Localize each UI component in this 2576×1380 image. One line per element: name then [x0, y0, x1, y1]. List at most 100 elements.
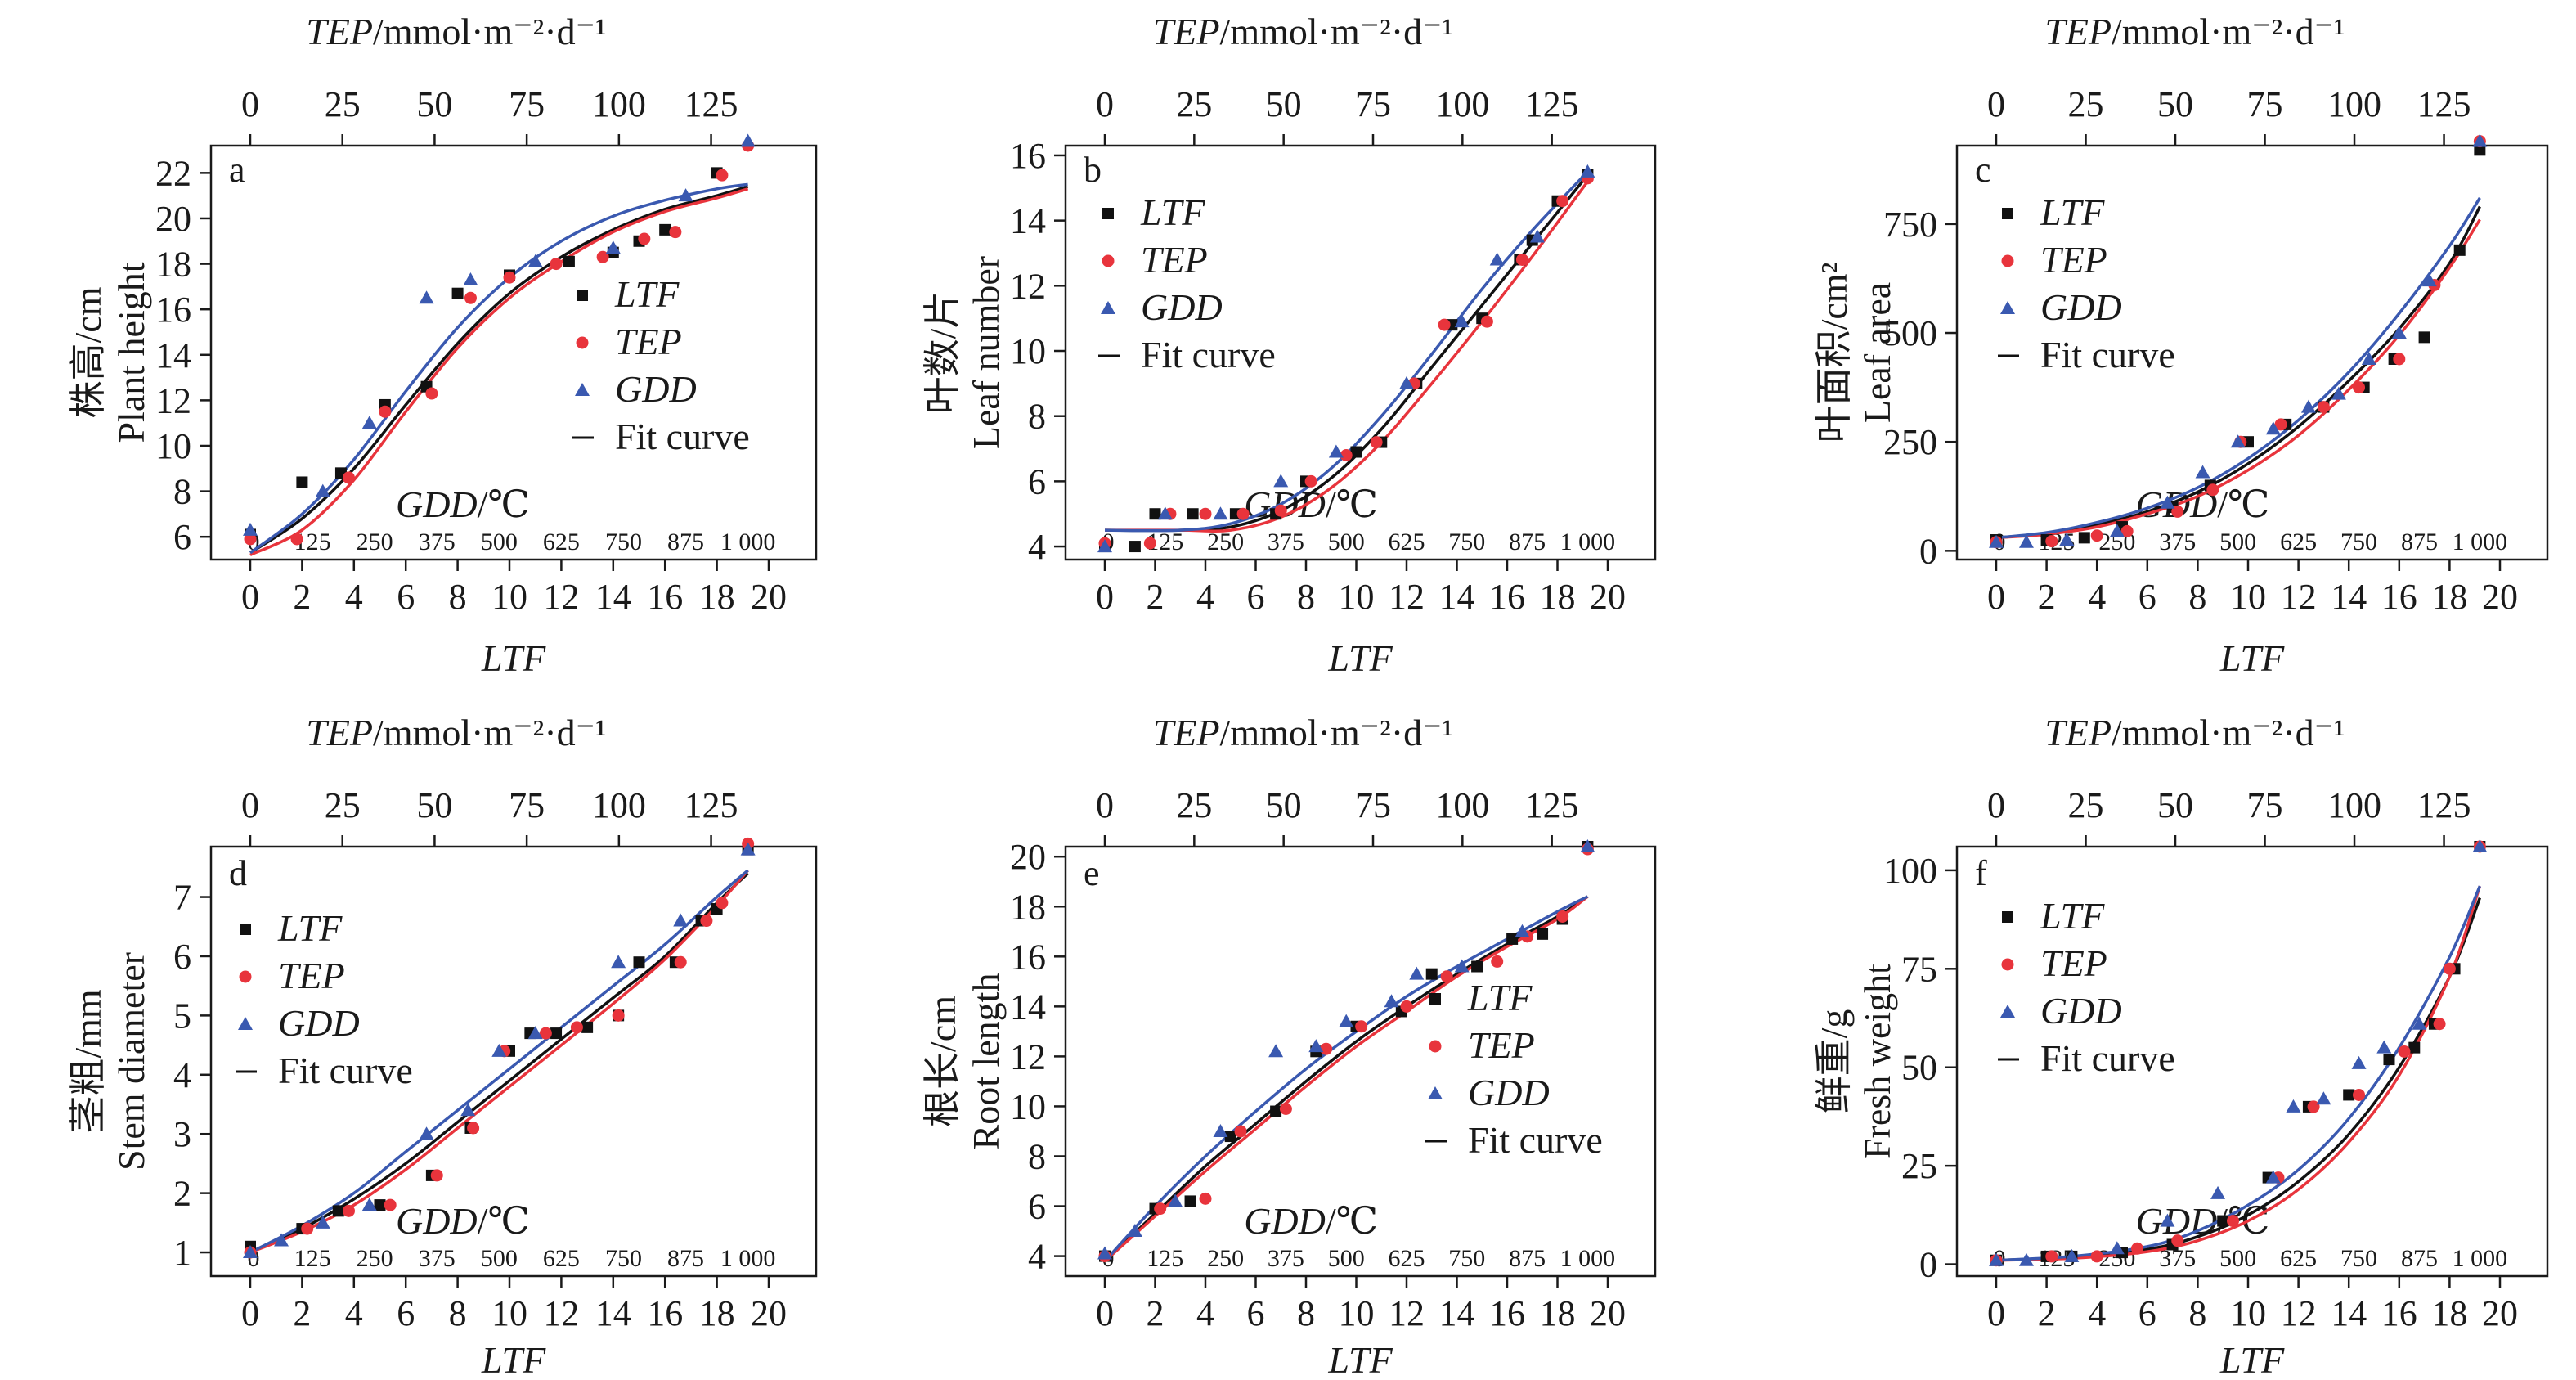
legend-marker-gdd: [238, 1017, 253, 1030]
gdd-tick-label: 625: [543, 1245, 580, 1272]
top-axis-title: TEP/mmol·m⁻²·d⁻¹: [306, 712, 606, 753]
ltf-tick-label: 2: [2038, 1293, 2056, 1333]
fit-curve-gdd: [1995, 196, 2481, 540]
data-point-gdd: [1384, 994, 1399, 1008]
ltf-tick-label: 2: [293, 1293, 311, 1333]
y-tick-label: 12: [155, 380, 191, 420]
data-point-tep: [612, 1009, 625, 1022]
fit-curve-ltf: [1995, 205, 2481, 540]
ltf-tick-label: 8: [449, 1293, 467, 1333]
data-point-ltf: [451, 287, 464, 299]
data-point-ltf: [374, 1199, 386, 1211]
data-point-tep: [1199, 1192, 1212, 1205]
data-point-gdd: [2331, 386, 2346, 400]
data-point-tep: [539, 1027, 552, 1040]
ltf-tick-label: 20: [1590, 577, 1626, 617]
legend-label-tep: TEP: [1141, 239, 1208, 281]
bottom-axis-title: LTF: [1327, 1339, 1393, 1380]
data-point-tep: [2045, 535, 2058, 548]
legend-label-gdd: GDD: [278, 1002, 360, 1044]
data-point-tep: [550, 258, 563, 271]
data-point-ltf: [1350, 446, 1362, 458]
gdd-axis-title: GDD/℃: [396, 483, 530, 525]
data-point-tep: [1154, 1202, 1167, 1216]
data-point-tep: [2227, 1215, 2240, 1228]
tep-tick-label: 100: [592, 785, 646, 825]
y-tick-label: 4: [1028, 1237, 1046, 1277]
data-point-tep: [674, 955, 687, 969]
ltf-tick-label: 14: [2331, 577, 2367, 617]
data-point-ltf: [2474, 144, 2486, 156]
legend-label-fit: Fit curve: [278, 1050, 413, 1091]
tep-tick-label: 75: [1355, 84, 1391, 124]
data-point-tep: [2090, 529, 2103, 542]
tep-tick-label: 75: [509, 785, 545, 825]
gdd-tick-label: 875: [2401, 528, 2438, 555]
y-tick-label: 10: [1010, 1086, 1046, 1126]
ltf-tick-label: 2: [1147, 1293, 1165, 1333]
tep-tick-label: 50: [2157, 785, 2193, 825]
data-point-gdd: [2300, 399, 2316, 413]
data-point-tep: [1279, 1102, 1292, 1115]
ltf-tick-label: 12: [2281, 1293, 2317, 1333]
tep-tick-label: 125: [2417, 84, 2471, 124]
data-point-gdd: [2109, 524, 2125, 537]
ltf-tick-label: 14: [595, 1293, 631, 1333]
data-point-ltf: [1270, 1105, 1282, 1117]
y-tick-label: 1: [173, 1233, 191, 1273]
data-point-tep: [2317, 401, 2330, 414]
data-point-tep: [2443, 962, 2456, 975]
data-point-gdd: [315, 1215, 330, 1229]
ltf-tick-label: 12: [2281, 577, 2317, 617]
data-point-tep: [2353, 1088, 2366, 1101]
data-point-gdd: [2265, 1170, 2281, 1184]
data-point-tep: [1400, 1000, 1413, 1013]
data-point-gdd: [1268, 1044, 1284, 1058]
ltf-tick-label: 2: [1147, 577, 1165, 617]
data-point-ltf: [1187, 508, 1199, 520]
data-point-gdd: [605, 240, 621, 254]
gdd-tick-label: 875: [667, 1245, 704, 1272]
data-point-gdd: [2210, 1185, 2226, 1199]
y-tick-label: 16: [1010, 937, 1046, 977]
top-axis-title: TEP/mmol·m⁻²·d⁻¹: [2044, 712, 2345, 753]
ltf-tick-label: 6: [397, 577, 415, 617]
data-point-gdd: [740, 133, 756, 147]
plot-frame: [209, 845, 818, 1278]
data-point-gdd: [243, 522, 258, 536]
data-point-gdd: [243, 1245, 258, 1259]
y-tick-label: 4: [1028, 527, 1046, 567]
data-point-gdd: [2160, 1213, 2175, 1227]
data-point-tep: [2130, 1242, 2143, 1255]
data-point-gdd: [1989, 534, 2004, 548]
legend-label-gdd: GDD: [615, 368, 697, 410]
y-axis-title-en: Leaf area: [1856, 282, 1898, 423]
data-point-ltf: [550, 1027, 563, 1040]
data-point-tep: [342, 471, 355, 484]
tep-tick-label: 50: [416, 84, 452, 124]
y-tick-label: 12: [1010, 266, 1046, 306]
y-tick-label: 3: [173, 1114, 191, 1154]
y-tick-label: 250: [1883, 422, 1937, 462]
plot-frame: [1064, 144, 1657, 561]
y-tick-label: 4: [173, 1055, 191, 1095]
data-point-tep: [1491, 955, 1504, 968]
data-point-tep: [1515, 253, 1528, 266]
y-tick-label: 100: [1883, 851, 1937, 891]
y-axis-title-cn: 叶数/片: [922, 291, 963, 415]
legend-label-gdd: GDD: [2040, 286, 2122, 328]
data-point-tep: [2307, 1100, 2320, 1113]
data-point-tep: [1304, 474, 1317, 488]
ltf-tick-label: 6: [2138, 1293, 2156, 1333]
fit-curve-gdd: [1104, 170, 1589, 533]
y-tick-label: 14: [1010, 987, 1046, 1027]
data-point-tep: [1355, 1020, 1368, 1033]
ltf-tick-label: 20: [2482, 577, 2518, 617]
y-tick-label: 0: [1919, 1245, 1937, 1285]
legend-label-gdd: GDD: [2040, 990, 2122, 1032]
ltf-tick-label: 4: [2088, 577, 2106, 617]
data-point-gdd: [1489, 252, 1505, 266]
data-point-ltf: [2383, 1054, 2395, 1066]
tep-tick-label: 50: [1266, 785, 1302, 825]
